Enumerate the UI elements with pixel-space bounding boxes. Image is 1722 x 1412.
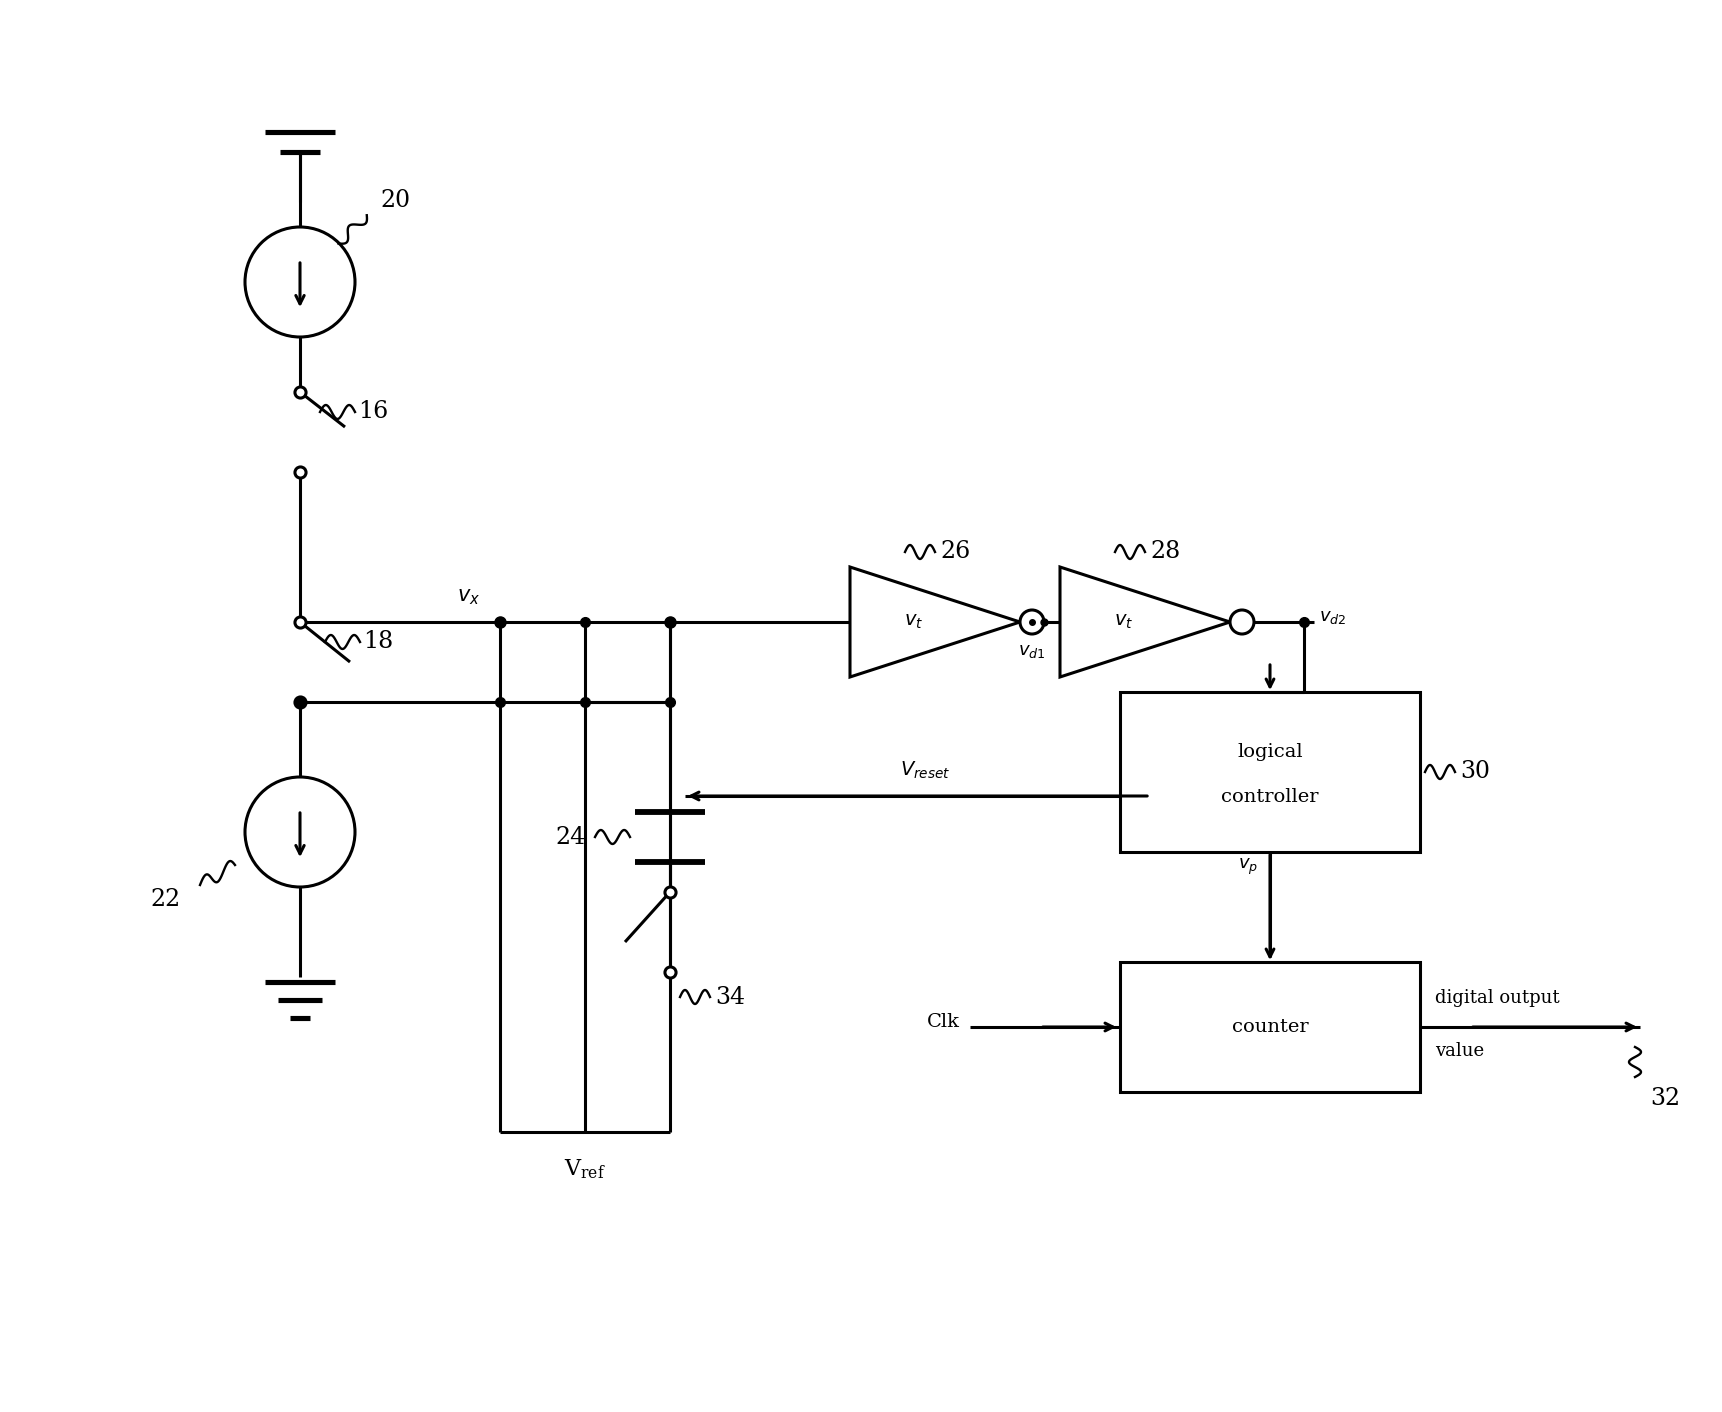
Bar — [1119, 962, 1421, 1091]
Text: 16: 16 — [358, 401, 387, 424]
Circle shape — [1230, 610, 1254, 634]
Text: $v_{d1}$: $v_{d1}$ — [1018, 642, 1045, 659]
Text: 28: 28 — [1150, 541, 1180, 563]
Text: 34: 34 — [715, 986, 746, 1008]
Circle shape — [1019, 610, 1044, 634]
Text: 30: 30 — [1460, 761, 1490, 784]
Text: $v_t$: $v_t$ — [1114, 613, 1133, 631]
Polygon shape — [1061, 568, 1230, 676]
Text: 22: 22 — [150, 888, 181, 912]
Text: 32: 32 — [1650, 1087, 1681, 1110]
Text: 20: 20 — [381, 189, 410, 212]
Text: $v_t$: $v_t$ — [904, 613, 923, 631]
Text: 24: 24 — [554, 826, 585, 849]
Text: controller: controller — [1221, 788, 1319, 806]
Text: $v_{d2}$: $v_{d2}$ — [1319, 609, 1347, 626]
Text: $\mathregular{V_{ref}}$: $\mathregular{V_{ref}}$ — [565, 1156, 606, 1180]
Text: logical: logical — [1236, 743, 1304, 761]
Text: value: value — [1434, 1042, 1484, 1060]
Text: 26: 26 — [940, 541, 969, 563]
Bar — [1119, 692, 1421, 851]
Text: counter: counter — [1231, 1018, 1309, 1036]
Text: 18: 18 — [363, 631, 393, 654]
Text: digital output: digital output — [1434, 988, 1560, 1007]
Polygon shape — [851, 568, 1019, 676]
Text: $V_{reset}$: $V_{reset}$ — [899, 760, 951, 781]
Text: $v_x$: $v_x$ — [456, 587, 480, 607]
Text: Clk: Clk — [926, 1012, 959, 1031]
Text: $v_p$: $v_p$ — [1238, 857, 1259, 877]
